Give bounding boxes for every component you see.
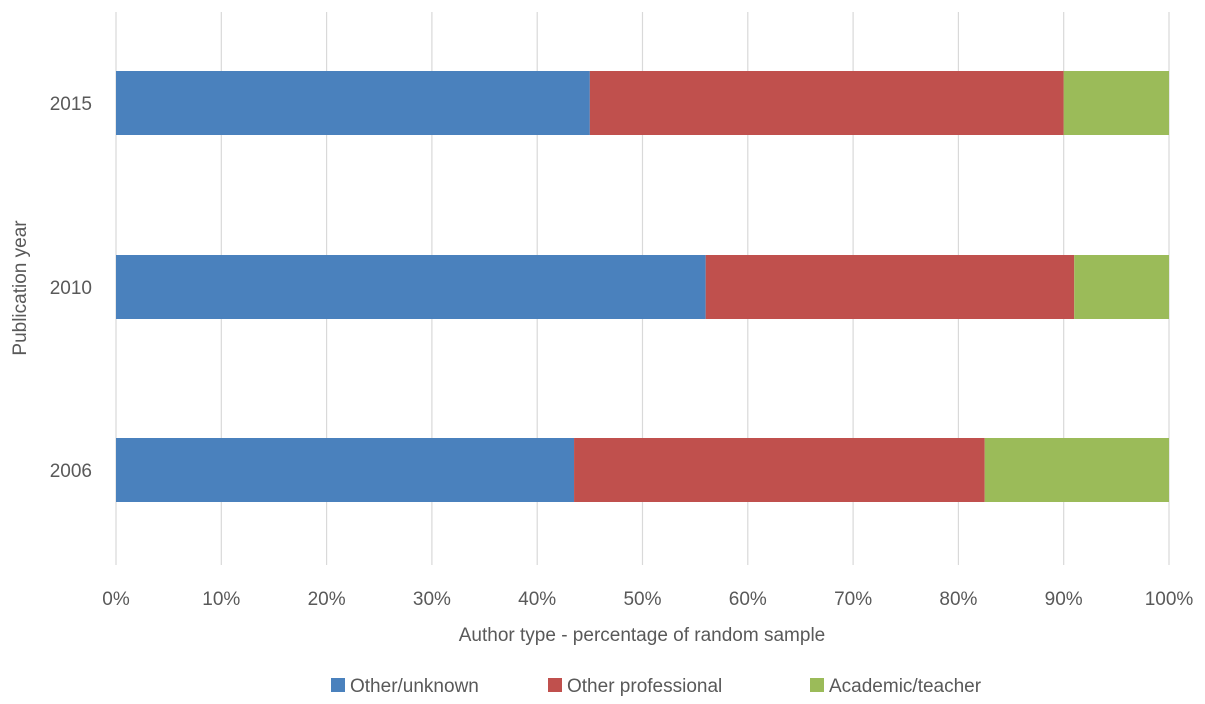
bar-segment — [116, 255, 706, 319]
y-tick-labels: 2015 2010 2006 — [50, 94, 92, 482]
legend: Other/unknown Other professional Academic/… — [331, 676, 982, 697]
x-tick-label: 90% — [1045, 589, 1083, 610]
bar-segment — [705, 255, 1075, 319]
legend-label: Other professional — [567, 676, 722, 697]
legend-swatch — [548, 678, 562, 692]
x-tick-label: 20% — [308, 589, 346, 610]
x-tick-label: 30% — [413, 589, 451, 610]
bar-segment — [116, 438, 575, 502]
y-tick-label: 2006 — [50, 461, 92, 482]
legend-label: Academic/teacher — [829, 676, 982, 697]
y-tick-label: 2010 — [50, 278, 92, 299]
x-tick-label: 10% — [202, 589, 240, 610]
x-tick-label: 100% — [1145, 589, 1194, 610]
bar-segment — [1074, 255, 1169, 319]
bar-segment — [589, 71, 1064, 135]
bar-segment — [574, 438, 985, 502]
x-tick-label: 60% — [729, 589, 767, 610]
legend-swatch — [810, 678, 824, 692]
bars — [116, 71, 1169, 502]
x-tick-label: 80% — [939, 589, 977, 610]
legend-label: Other/unknown — [350, 676, 479, 697]
x-axis-title: Author type - percentage of random sampl… — [459, 625, 825, 646]
y-tick-label: 2015 — [50, 94, 92, 115]
bar-segment — [984, 438, 1169, 502]
y-axis-title: Publication year — [10, 220, 31, 356]
x-tick-label: 70% — [834, 589, 872, 610]
x-tick-label: 40% — [518, 589, 556, 610]
legend-swatch — [331, 678, 345, 692]
x-tick-label: 0% — [102, 589, 130, 610]
x-tick-label: 50% — [623, 589, 661, 610]
bar-segment — [1063, 71, 1169, 135]
x-tick-labels: 0% 10% 20% 30% 40% 50% 60% 70% 80% 90% 100% — [102, 589, 1193, 610]
bar-segment — [116, 71, 590, 135]
